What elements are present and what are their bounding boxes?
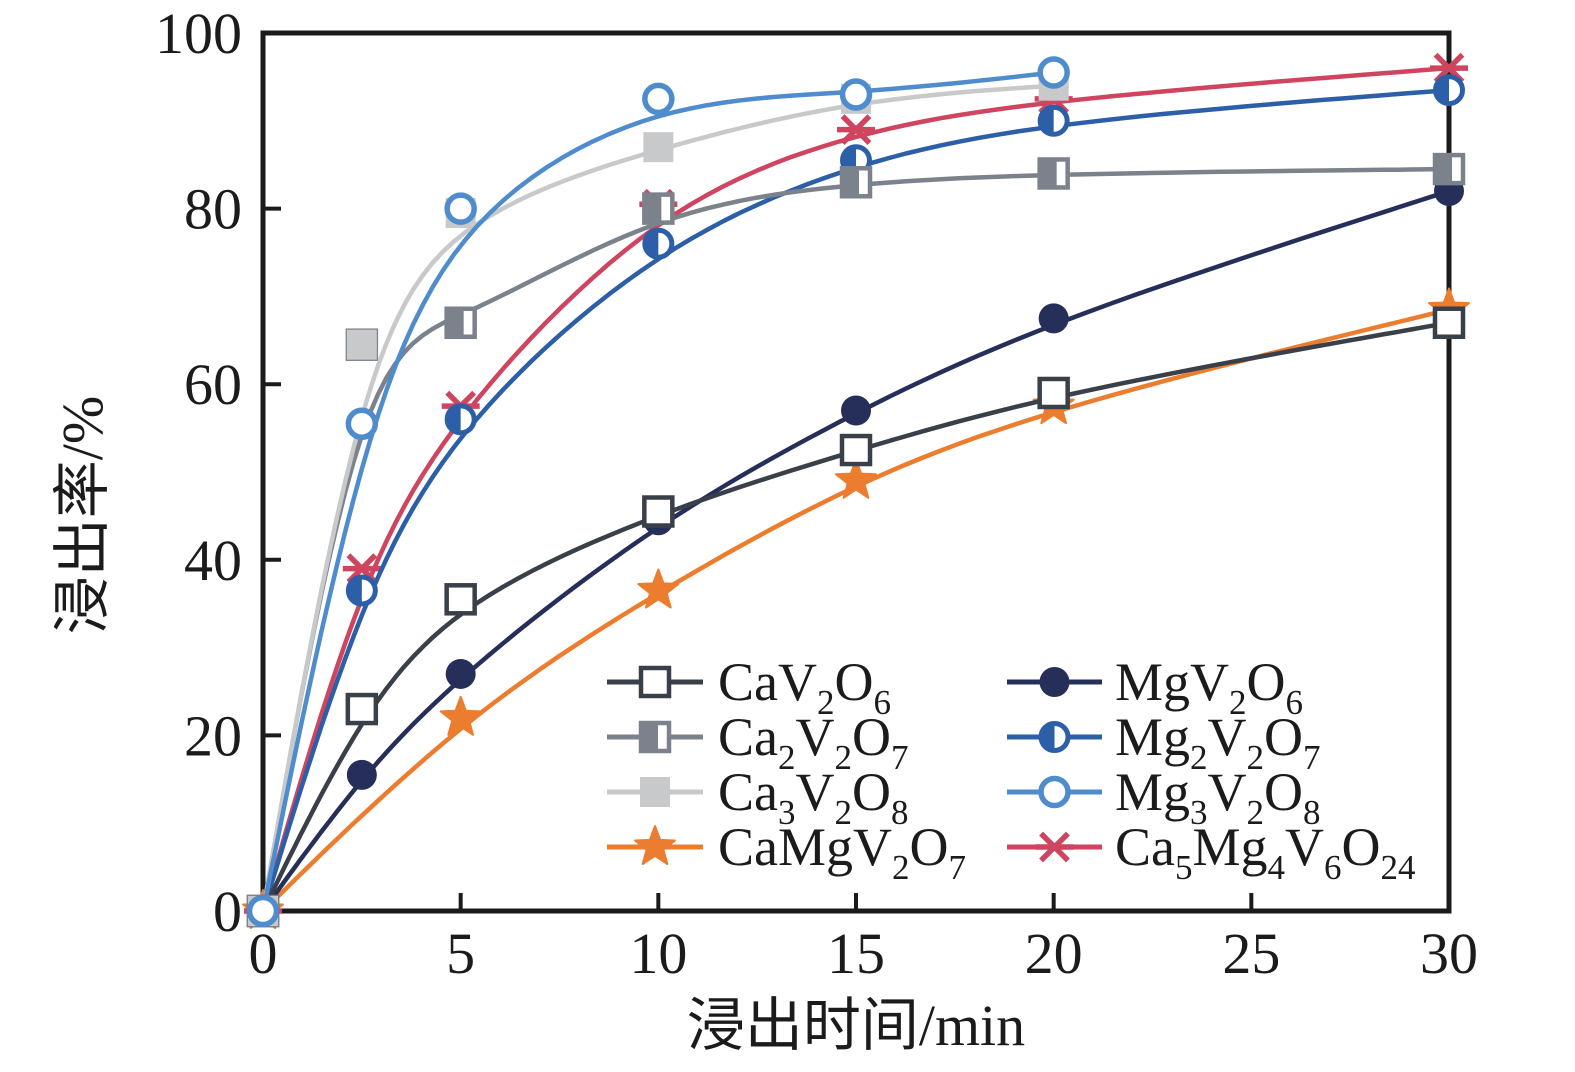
x-tick-label: 25 — [1222, 921, 1280, 986]
marker-square-half — [444, 306, 477, 339]
marker-circle-open — [642, 82, 675, 116]
marker-circle-open — [444, 192, 477, 225]
marker-circle-half — [444, 403, 477, 436]
legend-entry-Mg3V2O8: Mg3V2O8 — [1007, 762, 1321, 832]
marker-circle-open — [246, 894, 280, 928]
marker-circle-open — [345, 407, 379, 440]
series-line-Mg3V2O8 — [260, 70, 1056, 913]
marker-square-open — [839, 433, 873, 467]
x-tick-label: 20 — [1025, 921, 1083, 986]
marker-asterisk — [1035, 831, 1074, 863]
marker-square-half — [642, 192, 675, 225]
legend: CaV2O6 MgV2O6 Ca2V2O7 Mg2V2O7 Ca3V2O8 Mg3V2O8… — [607, 652, 1416, 887]
marker-circle-filled — [1039, 667, 1070, 697]
y-tick-label: 40 — [184, 528, 242, 593]
marker-square-half — [638, 720, 672, 754]
x-tick-label: 30 — [1420, 921, 1478, 986]
legend-label-Ca5Mg4V6O24: Ca5Mg4V6O24 — [1115, 817, 1416, 887]
marker-square-open — [642, 495, 675, 528]
series-line-CaMgV2O7 — [260, 307, 1451, 914]
marker-square-open — [1432, 306, 1466, 339]
y-tick-label: 20 — [184, 703, 242, 768]
marker-square-open — [638, 665, 672, 699]
marker-circle-half — [1433, 74, 1465, 107]
marker-circle-open — [1037, 56, 1070, 89]
marker-square-open — [345, 692, 379, 726]
marker-circle-half — [642, 227, 675, 260]
legend-label-Mg2V2O7: Mg2V2O7 — [1115, 707, 1321, 777]
x-axis-title: 浸出时间/min — [687, 993, 1025, 1058]
marker-square-half — [1037, 157, 1070, 190]
legend-label-CaMgV2O7: CaMgV2O7 — [718, 817, 966, 887]
legend-entry-Ca2V2O7: Ca2V2O7 — [607, 707, 909, 777]
marker-star — [439, 695, 482, 736]
y-axis-title: 浸出率/% — [50, 396, 115, 634]
marker-circle-filled — [445, 658, 476, 689]
marker-square-open — [444, 583, 477, 616]
legend-label-MgV2O6: MgV2O6 — [1115, 652, 1303, 722]
axes: 0 5 10 15 20 25 30 0 20 40 60 80 100 浸出时间/min 浸出率/% — [50, 1, 1478, 1058]
legend-label-Mg3V2O8: Mg3V2O8 — [1115, 762, 1321, 832]
y-tick-label: 60 — [184, 352, 242, 417]
legend-label-Ca3V2O8: Ca3V2O8 — [718, 762, 909, 832]
y-tick-label: 0 — [213, 879, 242, 944]
series-Mg2V2O7 — [247, 74, 1465, 927]
marker-square-filled — [643, 132, 674, 163]
marker-square-half — [1432, 152, 1466, 186]
marker-star — [637, 568, 680, 609]
marker-circle-filled — [841, 395, 871, 426]
marker-circle-filled — [346, 759, 377, 790]
legend-entry-Ca5Mg4V6O24: Ca5Mg4V6O24 — [1007, 817, 1416, 887]
marker-circle-half — [1037, 104, 1070, 137]
legend-entry-CaMgV2O7: CaMgV2O7 — [607, 817, 966, 887]
marker-circle-half — [345, 574, 378, 607]
marker-circle-half — [1038, 721, 1071, 753]
series-line-Ca3V2O8 — [260, 83, 1056, 914]
marker-star — [835, 458, 877, 499]
legend-entry-CaV2O6: CaV2O6 — [607, 652, 891, 722]
legend-entry-Ca3V2O8: Ca3V2O8 — [607, 762, 909, 832]
marker-circle-open — [1038, 775, 1071, 809]
marker-square-filled — [346, 329, 377, 360]
marker-square-filled — [640, 777, 670, 807]
series-layer — [242, 52, 1470, 929]
marker-square-open — [1037, 376, 1070, 410]
marker-circle-open — [839, 78, 873, 111]
legend-label-Ca2V2O7: Ca2V2O7 — [718, 707, 909, 777]
legend-label-CaV2O6: CaV2O6 — [718, 652, 891, 722]
legend-entry-MgV2O6: MgV2O6 — [1007, 652, 1303, 722]
marker-asterisk — [837, 114, 875, 145]
y-tick-label: 80 — [184, 177, 242, 242]
legend-entry-Mg2V2O7: Mg2V2O7 — [1007, 707, 1321, 777]
x-tick-label: 10 — [629, 921, 687, 986]
series-Mg3V2O8 — [246, 56, 1070, 928]
x-tick-label: 0 — [249, 921, 278, 986]
x-tick-label: 5 — [446, 921, 475, 986]
y-tick-label: 100 — [155, 1, 242, 66]
x-tick-label: 15 — [827, 921, 885, 986]
marker-star — [634, 825, 676, 865]
marker-square-half — [839, 166, 873, 199]
marker-circle-filled — [1038, 303, 1069, 334]
